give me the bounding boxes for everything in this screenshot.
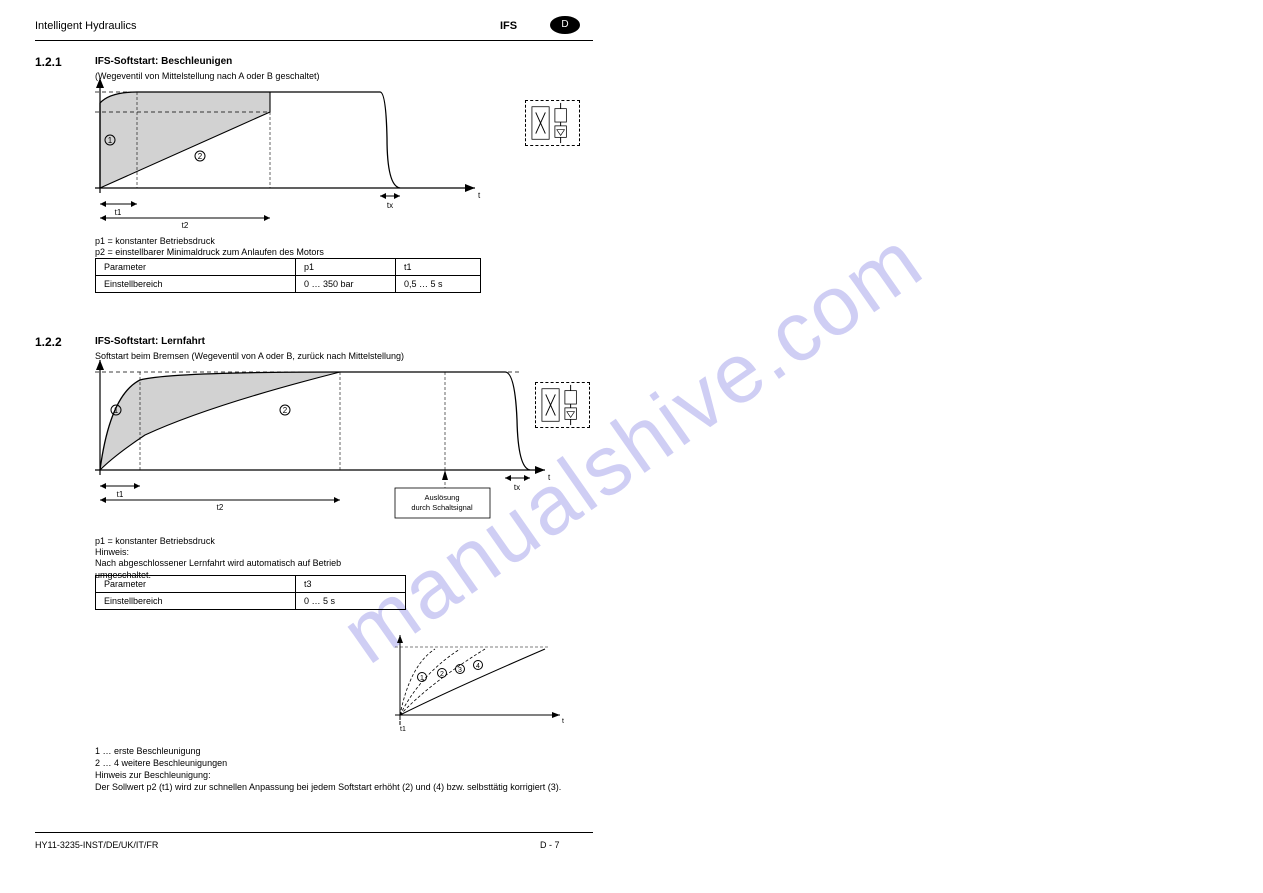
footer-right: D - 7 — [540, 840, 560, 850]
svg-text:t: t — [548, 473, 551, 482]
svg-text:4: 4 — [476, 663, 480, 670]
svg-text:tx: tx — [387, 201, 393, 210]
svg-text:1: 1 — [420, 675, 424, 682]
svg-text:t: t — [562, 718, 564, 725]
footer-left: HY11-3235-INST/DE/UK/IT/FR — [35, 840, 158, 850]
valve-symbol-icon — [525, 100, 580, 146]
t1-r0c2: t1 — [396, 259, 481, 276]
section1-num: 1.2.1 — [35, 55, 62, 69]
svg-text:t1: t1 — [115, 208, 122, 217]
section2-num: 1.2.2 — [35, 335, 62, 349]
t2-r0c0: Parameter — [96, 576, 296, 593]
chart3: 1 2 3 4 p1 p t t1 — [390, 635, 570, 735]
svg-text:t1: t1 — [117, 490, 124, 499]
svg-text:2: 2 — [283, 406, 288, 415]
section1-subtitle-a: IFS-Softstart: Beschleunigen — [95, 56, 232, 67]
t1-r1c2: 0,5 … 5 s — [396, 276, 481, 293]
header-right: IFS — [500, 20, 517, 32]
footer-rule — [35, 832, 593, 833]
svg-text:tx: tx — [514, 483, 520, 492]
chart2: 1 2 t1 t2 Auslösung durch Schaltsignal t… — [90, 360, 560, 540]
svg-text:t1: t1 — [400, 726, 406, 733]
svg-text:t: t — [478, 191, 481, 200]
lang-badge: D — [550, 16, 580, 34]
svg-text:2: 2 — [198, 152, 203, 161]
svg-text:1: 1 — [114, 406, 119, 415]
svg-text:2: 2 — [440, 671, 444, 678]
table1: Parameter p1 t1 Einstellbereich 0 … 350 … — [95, 258, 481, 293]
chart3-caption: 1 … erste Beschleunigung 2 … 4 weitere B… — [95, 745, 575, 794]
notes1-2: p2 = einstellbarer Minimaldruck zum Anla… — [95, 246, 324, 258]
header-left: Intelligent Hydraulics — [35, 20, 137, 32]
svg-text:t2: t2 — [182, 221, 189, 228]
t1-r1c1: 0 … 350 bar — [296, 276, 396, 293]
svg-text:Auslösung: Auslösung — [424, 493, 459, 502]
section2-subtitle-a: IFS-Softstart: Lernfahrt — [95, 336, 205, 347]
valve-symbol-icon-2 — [535, 382, 590, 428]
t2-r1c1: 0 … 5 s — [296, 593, 406, 610]
t2-r0c1: t3 — [296, 576, 406, 593]
header-rule — [35, 40, 593, 41]
svg-text:3: 3 — [458, 667, 462, 674]
svg-text:durch Schaltsignal: durch Schaltsignal — [411, 503, 473, 512]
t1-r1c0: Einstellbereich — [96, 276, 296, 293]
t1-r0c1: p1 — [296, 259, 396, 276]
svg-text:t2: t2 — [217, 503, 224, 512]
t1-r0c0: Parameter — [96, 259, 296, 276]
table2: Parameter t3 Einstellbereich 0 … 5 s — [95, 575, 406, 610]
t2-r1c0: Einstellbereich — [96, 593, 296, 610]
chart1: 1 2 t1 t2 tx p1 p2 p/bar t — [90, 78, 490, 228]
svg-text:1: 1 — [108, 136, 113, 145]
